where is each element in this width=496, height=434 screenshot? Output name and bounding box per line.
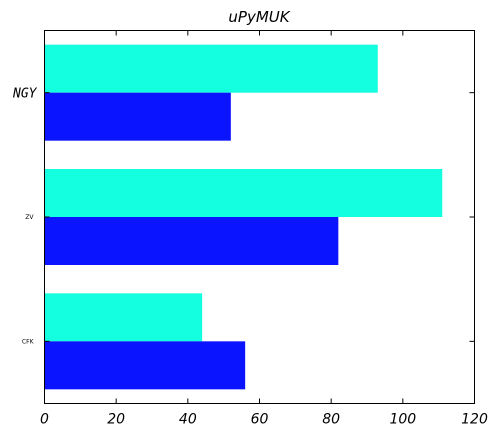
bar-cfk-series-2 — [44, 341, 246, 390]
x-tick-label: 100 — [389, 412, 416, 428]
x-tick-label: 60 — [251, 412, 269, 428]
x-tick-label: 120 — [461, 412, 488, 428]
x-tick-label: 80 — [322, 412, 340, 428]
bar-ngy-series-2 — [44, 92, 231, 141]
x-tick-label: 20 — [107, 412, 125, 428]
x-tick-label: 0 — [40, 412, 49, 428]
bar-ngy-series-1 — [44, 44, 378, 93]
bar-zv-series-1 — [44, 169, 443, 217]
bar-cfk-series-1 — [44, 293, 203, 342]
chart-title: uPyMUK — [228, 8, 290, 26]
bars-group — [44, 44, 443, 390]
x-tick-label: 40 — [179, 412, 197, 428]
bar-zv-series-2 — [44, 217, 339, 265]
y-axis: NGY ZV CFK — [12, 87, 475, 345]
x-axis: 0 20 40 60 80 100 120 — [40, 30, 488, 428]
category-label-cfk: CFK — [22, 338, 35, 345]
category-label-zv: ZV — [25, 214, 34, 221]
category-label-ngy: NGY — [12, 87, 38, 102]
